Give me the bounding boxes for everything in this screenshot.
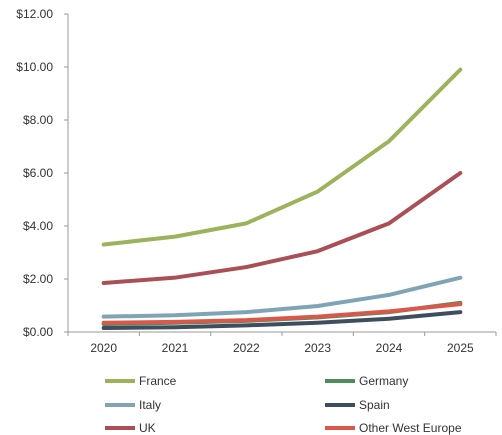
legend-item-spain: Spain (325, 398, 390, 412)
legend-label: UK (139, 421, 156, 435)
legend-item-italy: Italy (105, 398, 161, 412)
legend-item-other-west-europe: Other West Europe (325, 421, 462, 435)
x-tick-label: 2024 (376, 341, 403, 355)
series-line-france (101, 67, 463, 247)
y-tick-label: $0.00 (23, 325, 53, 339)
y-axis: $0.00 $2.00 $4.00 $6.00 $8.00 $10.00 $12.00 (16, 7, 69, 339)
series-line-other-west-europe (101, 302, 463, 325)
legend-item-france: France (105, 374, 177, 388)
legend-label: France (139, 374, 177, 388)
legend-label: Italy (139, 398, 161, 412)
x-axis: 2020 2021 2022 2023 2024 2025 (67, 331, 497, 355)
y-tick-label: $2.00 (23, 272, 53, 286)
legend-item-uk: UK (105, 421, 156, 435)
y-tick-label: $10.00 (16, 60, 53, 74)
x-tick-label: 2023 (304, 341, 331, 355)
x-tick-label: 2022 (233, 341, 260, 355)
legend-item-germany: Germany (325, 374, 408, 388)
y-tick-label: $4.00 (23, 219, 53, 233)
series-line-spain (101, 310, 463, 331)
series-line-italy (101, 275, 463, 319)
y-tick-label: $6.00 (23, 166, 53, 180)
y-tick-label: $12.00 (16, 7, 53, 21)
x-tick-label: 2021 (162, 341, 189, 355)
legend-label: Spain (359, 398, 390, 412)
y-tick-label: $8.00 (23, 113, 53, 127)
legend-label: Other West Europe (359, 421, 462, 435)
x-tick-label: 2025 (447, 341, 474, 355)
legend: France Germany Italy Spain UK Other West Euro… (105, 374, 462, 435)
series-line-uk (101, 171, 463, 285)
x-tick-label: 2020 (90, 341, 117, 355)
legend-label: Germany (359, 374, 408, 388)
series-lines (101, 67, 463, 331)
